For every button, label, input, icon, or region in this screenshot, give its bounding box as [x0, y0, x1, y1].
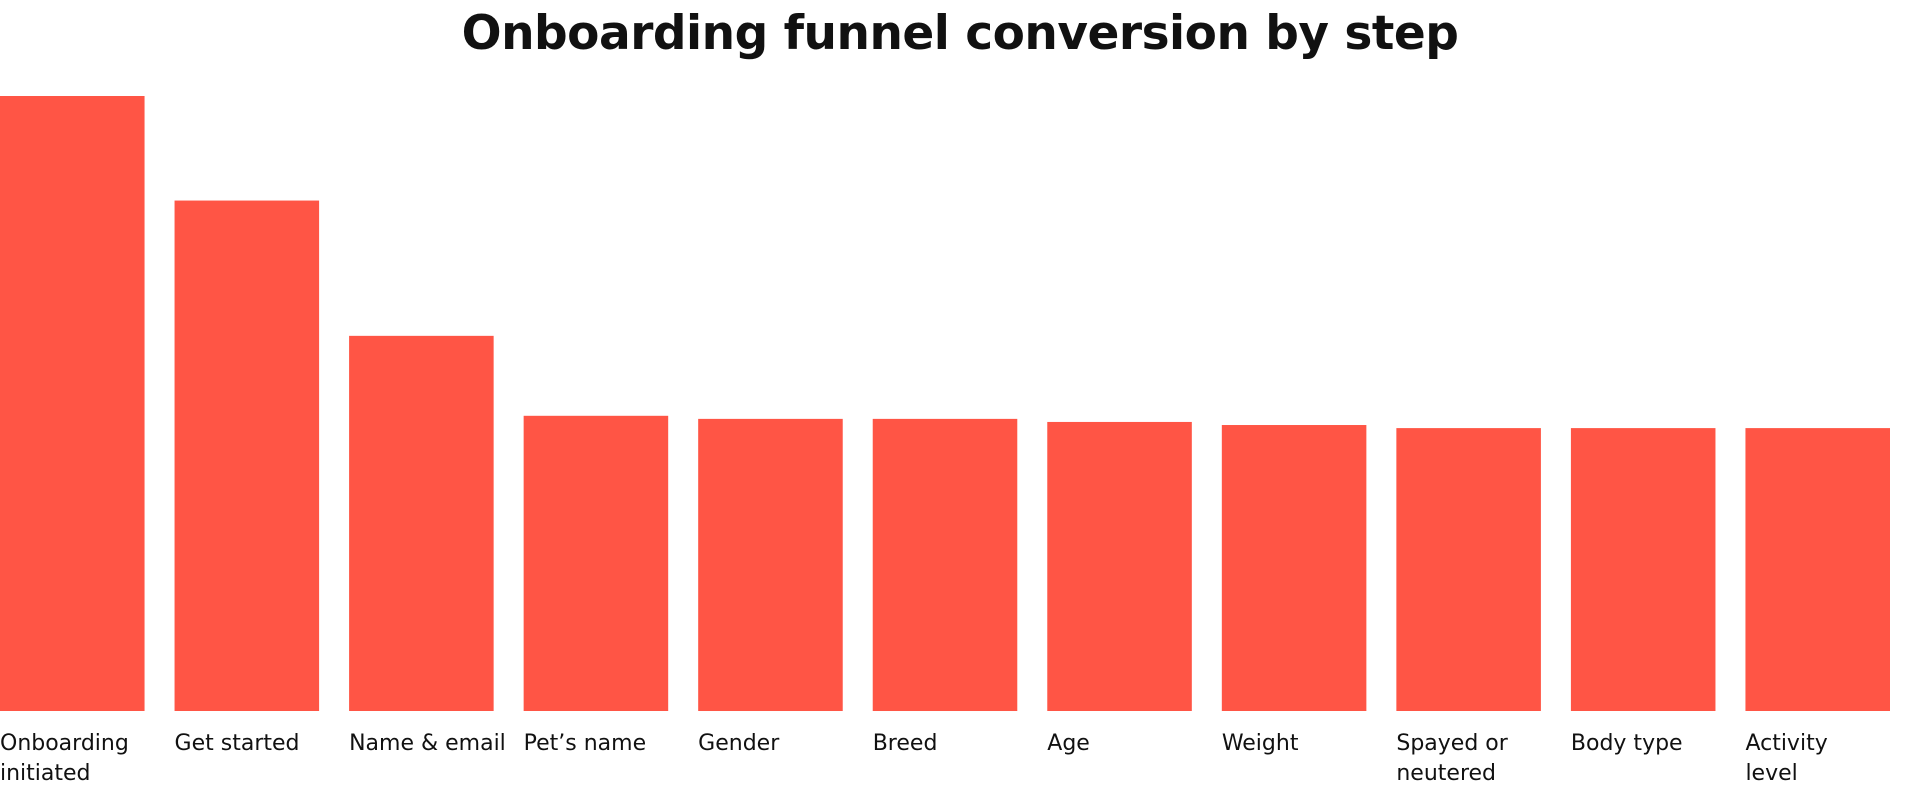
bar-body-type	[1570, 428, 1716, 711]
x-tick-label-gender: Gender	[698, 731, 780, 756]
bar-onboarding-initiated	[0, 96, 145, 711]
x-tick-label-age: Age	[1047, 731, 1090, 756]
x-tick-label-get-started: Get started	[175, 731, 300, 756]
x-tick-label-spayed-or-neutered: Spayed or neutered	[1396, 731, 1508, 786]
bar-get-started	[174, 200, 320, 712]
x-tick-label-onboarding-initiated: Onboarding initiated	[0, 731, 129, 786]
x-tick-label-name-email: Name & email	[349, 731, 506, 756]
bar-weight	[1221, 425, 1367, 711]
category-labels-group: Onboarding initiated Get started Name & ema…	[0, 731, 1828, 786]
bar-breed	[872, 418, 1018, 712]
bar-gender	[698, 418, 843, 712]
chart-title: Onboarding funnel conversion by step	[461, 6, 1459, 61]
x-tick-label-weight: Weight	[1222, 731, 1299, 756]
bar-name-email	[349, 335, 494, 711]
bar-age	[1047, 421, 1192, 711]
bar-activity-level	[1745, 428, 1890, 711]
bar-pet-s-name	[523, 415, 669, 711]
x-tick-label-body-type: Body type	[1571, 731, 1683, 756]
x-tick-label-activity-level: Activity level	[1745, 731, 1827, 786]
bar-spayed-or-neutered	[1396, 428, 1541, 711]
bars-group	[0, 96, 1890, 712]
x-tick-label-pet-s-name: Pet’s name	[524, 731, 646, 756]
x-tick-label-breed: Breed	[873, 731, 938, 756]
